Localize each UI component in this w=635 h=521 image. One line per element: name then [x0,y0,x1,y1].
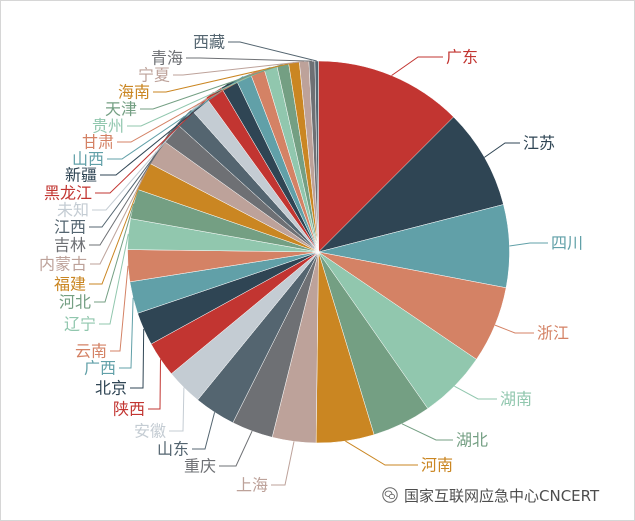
label-line-5 [454,385,497,400]
slice-label-21: 江西 [54,218,86,237]
slice-label-11: 安徽 [134,422,166,441]
slice-label-1: 广东 [446,48,478,67]
label-line-17 [94,203,135,303]
pie-slices [127,60,510,444]
label-line-19 [90,151,157,265]
label-line-7 [345,440,418,466]
slice-label-9: 重庆 [184,457,216,476]
label-line-31 [186,57,312,62]
label-line-16 [99,233,129,325]
label-line-18 [89,175,144,285]
label-line-26 [117,70,258,143]
slice-label-4: 浙江 [537,324,569,343]
slice-label-8: 上海 [236,476,268,495]
slice-label-24: 新疆 [65,166,97,185]
label-line-20 [89,131,171,246]
pie-slice-1 [318,60,454,253]
slice-label-23: 黑龙江 [44,184,92,203]
slice-label-6: 湖北 [456,431,488,450]
label-line-22 [92,102,199,211]
watermark-text: 国家互联网应急中心CNCERT [404,486,600,505]
label-line-30 [173,61,305,76]
slice-label-2: 江苏 [523,134,555,153]
label-line-32 [228,41,317,62]
label-line-15 [110,265,129,352]
slice-label-28: 天津 [105,100,137,119]
slice-label-18: 福建 [54,275,86,294]
slice-label-22: 未知 [57,201,89,220]
label-line-25 [107,76,244,160]
slice-label-25: 山西 [72,150,104,169]
slice-label-15: 云南 [75,342,107,361]
label-line-11 [169,387,185,432]
slice-label-26: 甘肃 [82,133,114,152]
slice-label-30: 宁夏 [138,66,170,85]
label-line-4 [494,324,534,334]
label-line-21 [89,116,185,228]
label-line-29 [153,62,295,93]
label-lines [89,41,548,486]
label-line-23 [95,92,214,194]
slice-label-5: 湖南 [500,390,532,409]
label-line-1 [391,56,443,76]
label-line-10 [192,412,216,450]
label-line-3 [509,242,548,247]
slice-label-13: 北京 [95,379,127,398]
slice-label-16: 辽宁 [64,315,96,334]
slice-label-17: 河北 [59,293,91,312]
label-line-9 [219,430,253,467]
label-line-8 [271,441,295,486]
slice-label-20: 吉林 [54,236,86,255]
watermark: 国家互联网应急中心CNCERT [382,485,599,505]
slice-label-29: 海南 [118,83,150,102]
label-line-13 [130,328,145,389]
slice-label-27: 贵州 [92,117,124,136]
label-line-2 [484,142,520,158]
slice-label-3: 四川 [551,234,583,253]
slice-label-7: 河南 [421,456,453,475]
label-line-6 [401,423,453,441]
label-line-24 [100,83,229,176]
slice-label-14: 广西 [84,359,116,378]
label-line-12 [148,359,161,410]
slice-label-12: 陕西 [113,400,145,419]
slice-label-10: 山东 [157,440,189,459]
slice-label-19: 内蒙古 [39,255,87,274]
pie-slice-2 [317,116,504,253]
label-line-28 [140,63,283,110]
wechat-icon [382,487,398,503]
label-line-27 [127,66,271,127]
slice-label-31: 青海 [151,49,183,68]
label-line-14 [119,297,134,369]
slice-label-32: 西藏 [193,33,225,52]
